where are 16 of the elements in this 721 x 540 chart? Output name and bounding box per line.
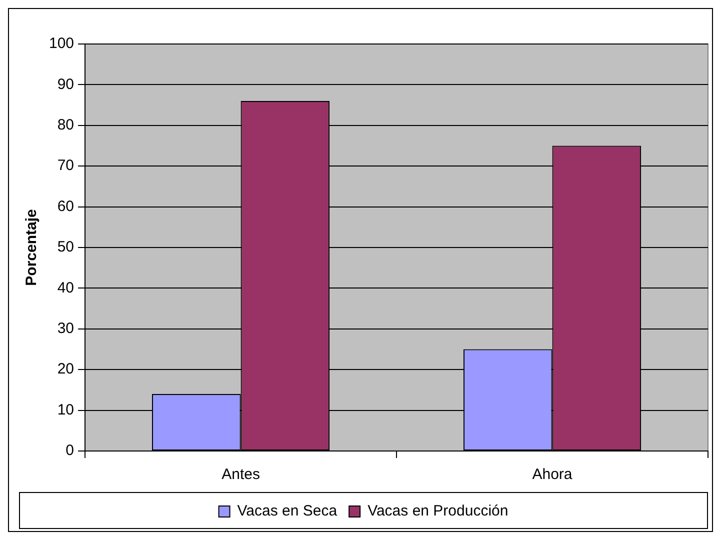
y-tick-label: 100 [48,35,74,52]
x-tick-label: Antes [222,466,260,484]
y-tick-label: 20 [57,360,74,378]
x-tick-label: Ahora [532,466,573,484]
y-tick-label: 40 [57,279,74,296]
y-tick-label: 70 [57,157,74,174]
y-tick-label: 0 [66,442,74,460]
y-axis-title: Porcentaje [23,209,40,286]
y-tick-label: 90 [57,76,74,93]
legend-label: Vacas en Seca [237,502,338,520]
y-tick-label: 80 [57,116,74,134]
legend-label: Vacas en Producción [368,502,508,520]
y-tick-label: 30 [57,320,74,338]
y-tick-label: 10 [57,401,74,418]
y-tick-label: 50 [57,238,74,256]
y-tick-label: 60 [57,198,74,215]
